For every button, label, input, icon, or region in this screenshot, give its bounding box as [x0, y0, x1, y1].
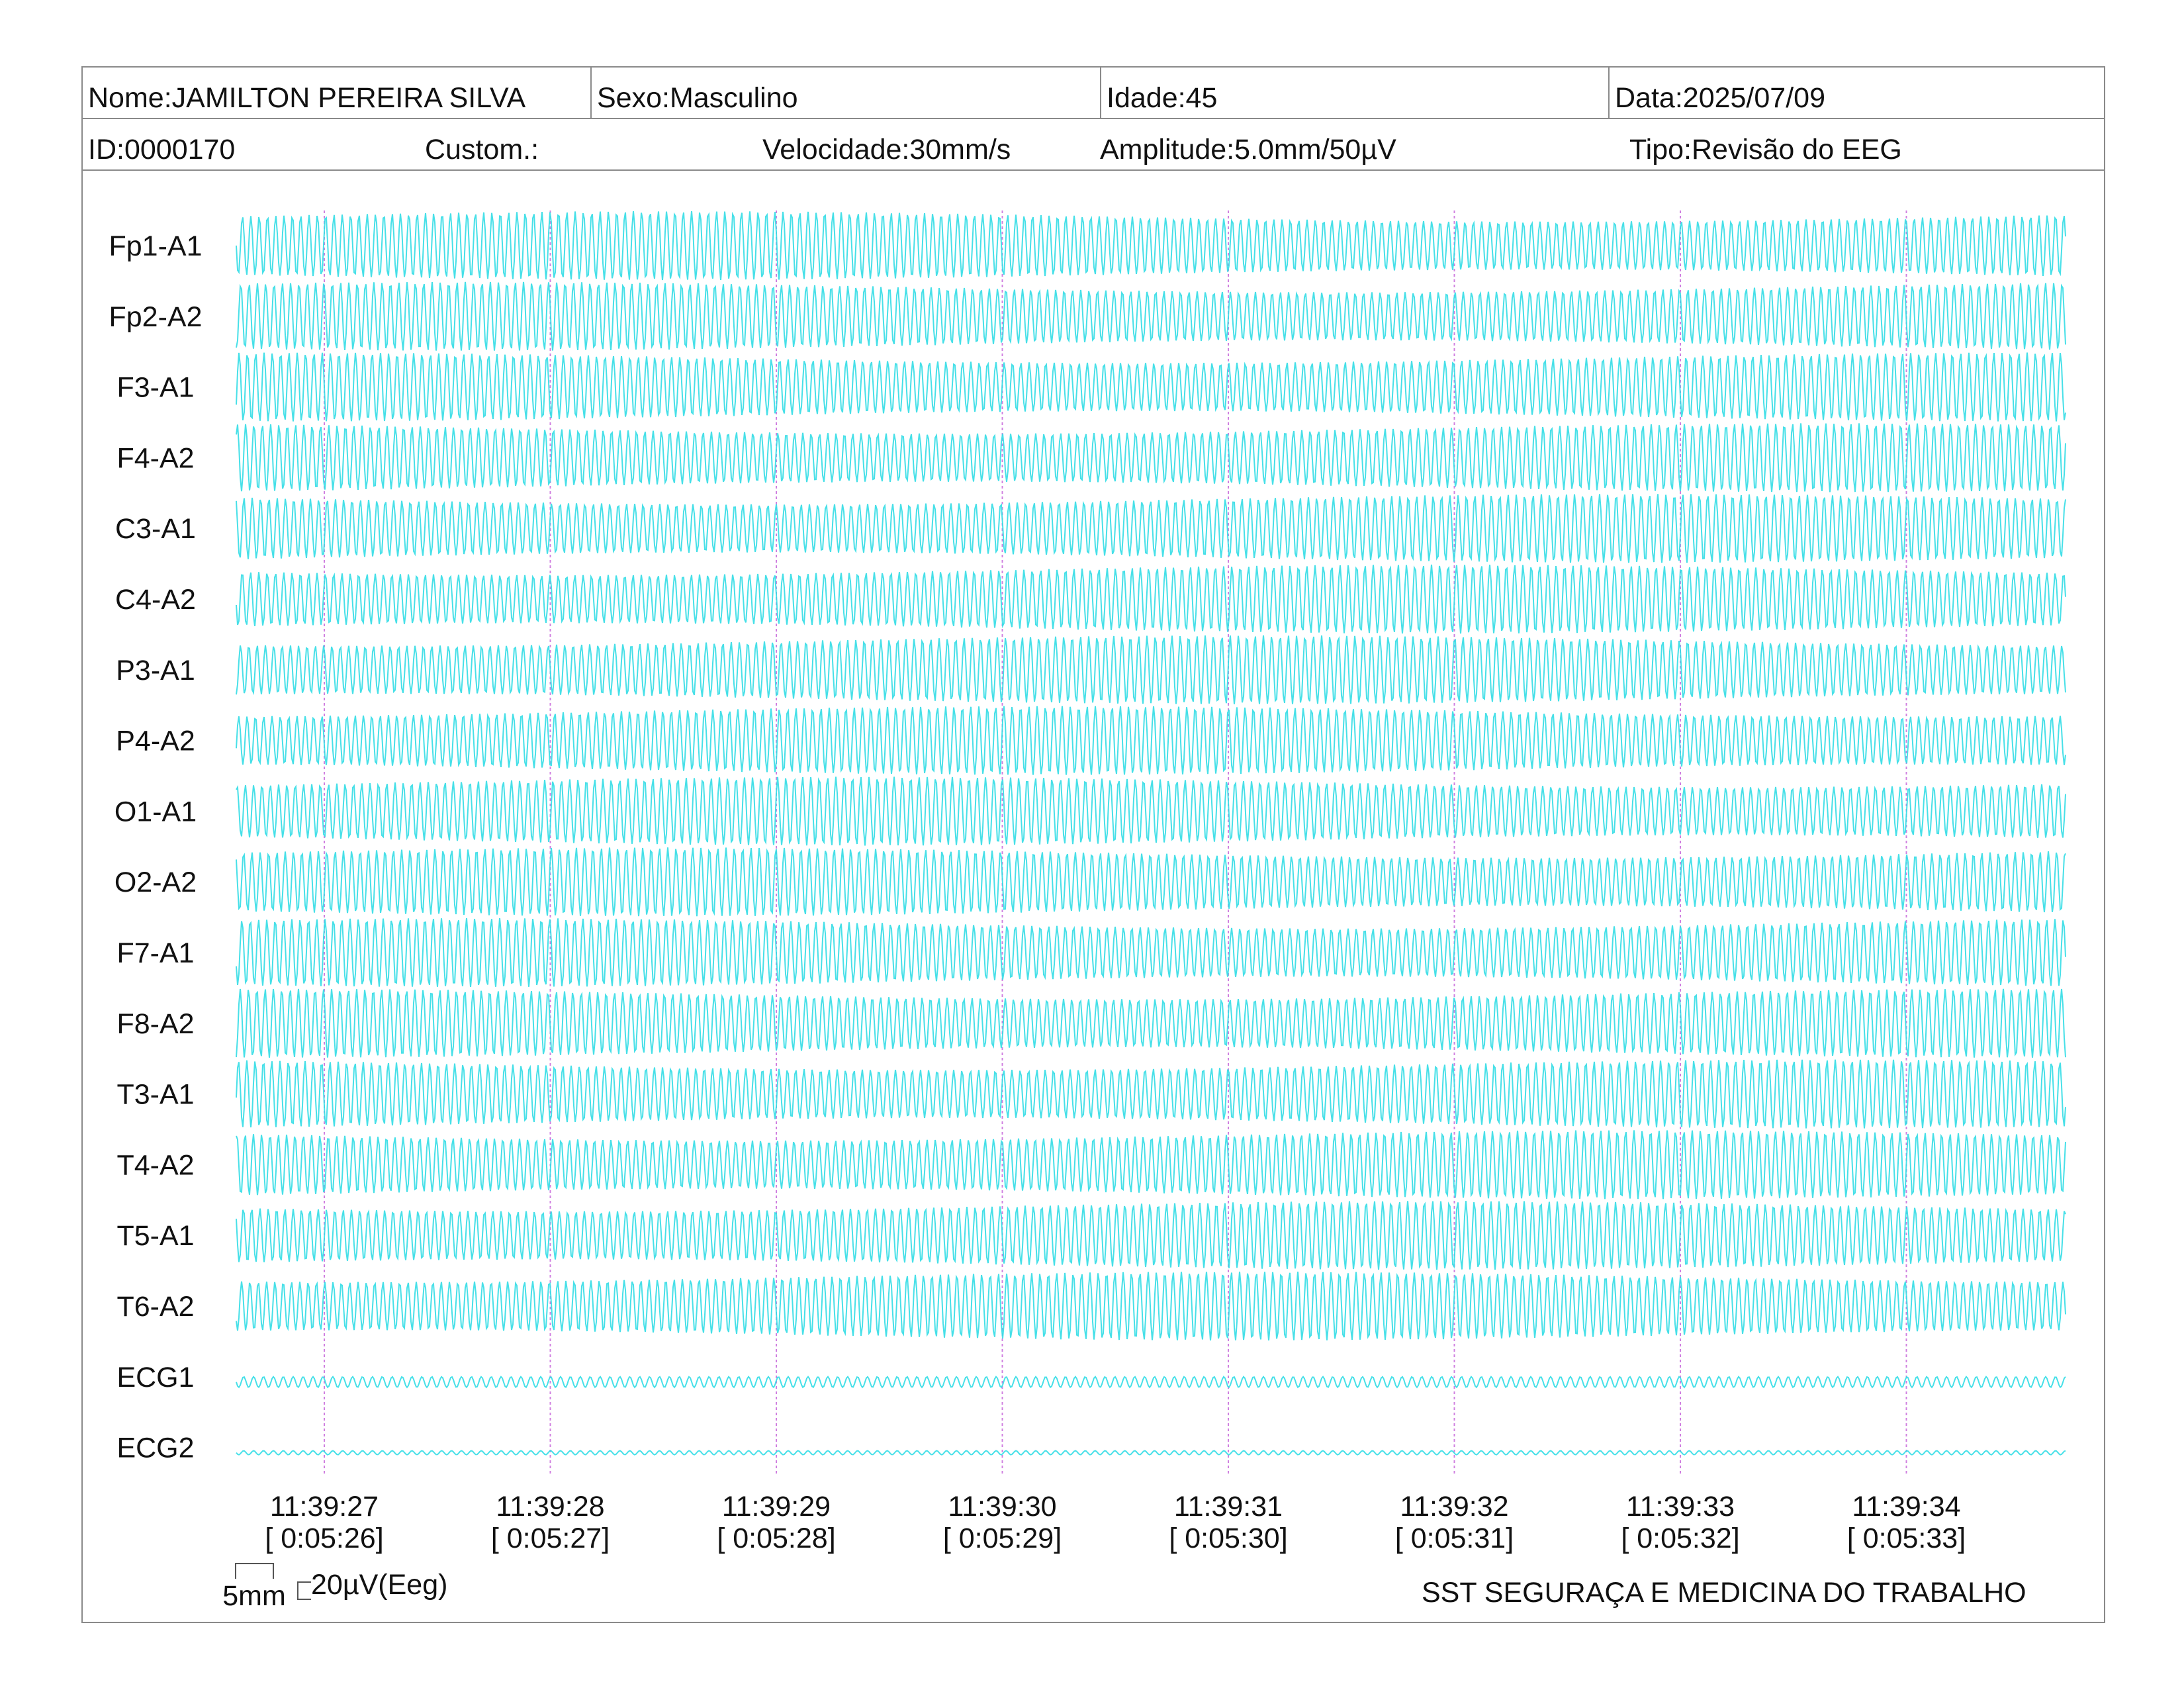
- time-tick-clock: 11:39:28: [496, 1491, 604, 1523]
- time-tick-clock: 11:39:33: [1626, 1491, 1735, 1523]
- time-tick-clock: 11:39:30: [948, 1491, 1056, 1523]
- channel-label: T3-A1: [116, 1079, 194, 1111]
- channel-label: F4-A2: [116, 442, 194, 474]
- time-tick-clock: 11:39:27: [270, 1491, 379, 1523]
- scale-bar-time: [235, 1563, 274, 1579]
- header-divider: [590, 68, 592, 118]
- patient-sex: Sexo:Masculino: [597, 82, 798, 114]
- exam-date: Data:2025/07/09: [1615, 82, 1825, 114]
- trace-t4-a2: [236, 1130, 2066, 1199]
- patient-name: Nome:JAMILTON PEREIRA SILVA: [88, 82, 526, 114]
- channel-label: C3-A1: [115, 513, 196, 545]
- time-tick-elapsed: [ 0:05:28]: [717, 1523, 835, 1554]
- trace-fp1-a1: [236, 211, 2066, 281]
- channel-label: T5-A1: [116, 1220, 194, 1252]
- speed-setting: Velocidade:30mm/s: [762, 134, 1011, 165]
- header-divider: [1608, 68, 1610, 118]
- trace-c3-a1: [236, 494, 2066, 563]
- time-tick-clock: 11:39:29: [722, 1491, 831, 1523]
- time-tick-clock: 11:39:31: [1174, 1491, 1283, 1523]
- channel-label: F8-A2: [116, 1008, 194, 1040]
- exam-type: Tipo:Revisão do EEG: [1629, 134, 1902, 165]
- channel-label: Fp2-A2: [109, 301, 202, 333]
- channel-label: F3-A1: [116, 372, 194, 404]
- channel-label: O2-A2: [114, 867, 197, 898]
- trace-t3-a1: [236, 1059, 2066, 1129]
- trace-f4-a2: [236, 423, 2066, 492]
- time-tick-elapsed: [ 0:05:33]: [1847, 1523, 1966, 1554]
- channel-label: P3-A1: [116, 655, 195, 686]
- header-row-1: Nome:JAMILTON PEREIRA SILVA Sexo:Masculi…: [83, 68, 2104, 119]
- time-tick-elapsed: [ 0:05:30]: [1169, 1523, 1287, 1554]
- scale-bar-amplitude: [297, 1581, 311, 1600]
- trace-fp2-a2: [236, 281, 2066, 351]
- time-tick-clock: 11:39:34: [1852, 1491, 1960, 1523]
- channel-label: ECG2: [116, 1432, 194, 1464]
- company-name: SST SEGURAÇA E MEDICINA DO TRABALHO: [1422, 1577, 2026, 1609]
- trace-f8-a2: [236, 988, 2066, 1058]
- scale-bar-amplitude-label: 20µV(Eeg): [311, 1569, 447, 1601]
- trace-t6-a2: [236, 1272, 2066, 1340]
- time-tick-elapsed: [ 0:05:27]: [491, 1523, 610, 1554]
- time-tick-elapsed: [ 0:05:29]: [943, 1523, 1062, 1554]
- amplitude-setting: Amplitude:5.0mm/50µV: [1100, 134, 1396, 165]
- channel-label: Fp1-A1: [109, 230, 202, 262]
- header-row-2: ID:0000170 Custom.: Velocidade:30mm/s Am…: [83, 119, 2104, 171]
- header-divider: [1100, 68, 1101, 118]
- time-tick-clock: 11:39:32: [1400, 1491, 1508, 1523]
- channel-label: F7-A1: [116, 937, 194, 969]
- trace-ecg2: [236, 1450, 2066, 1456]
- trace-p3-a1: [236, 635, 2066, 704]
- channel-label: T4-A2: [116, 1149, 194, 1181]
- trace-p4-a2: [236, 706, 2066, 775]
- time-tick-elapsed: [ 0:05:31]: [1395, 1523, 1514, 1554]
- trace-t5-a1: [236, 1201, 2066, 1270]
- scale-bar-time-label: 5mm: [222, 1580, 286, 1612]
- time-tick-elapsed: [ 0:05:32]: [1621, 1523, 1739, 1554]
- channel-label: T6-A2: [116, 1291, 194, 1323]
- report-frame: Nome:JAMILTON PEREIRA SILVA Sexo:Masculi…: [81, 66, 2105, 1623]
- trace-o2-a2: [236, 847, 2066, 917]
- trace-ecg1: [236, 1376, 2066, 1389]
- time-tick-elapsed: [ 0:05:26]: [265, 1523, 383, 1554]
- trace-f3-a1: [236, 352, 2066, 422]
- channel-label: ECG1: [116, 1362, 194, 1393]
- trace-f7-a1: [236, 918, 2066, 987]
- custom-field: Custom.:: [425, 134, 539, 165]
- channel-label: P4-A2: [116, 726, 195, 757]
- patient-id: ID:0000170: [88, 134, 236, 165]
- trace-c4-a2: [236, 564, 2066, 634]
- channel-label: O1-A1: [114, 796, 197, 827]
- trace-o1-a1: [236, 776, 2066, 846]
- patient-age: Idade:45: [1107, 82, 1218, 114]
- channel-label: C4-A2: [115, 584, 196, 616]
